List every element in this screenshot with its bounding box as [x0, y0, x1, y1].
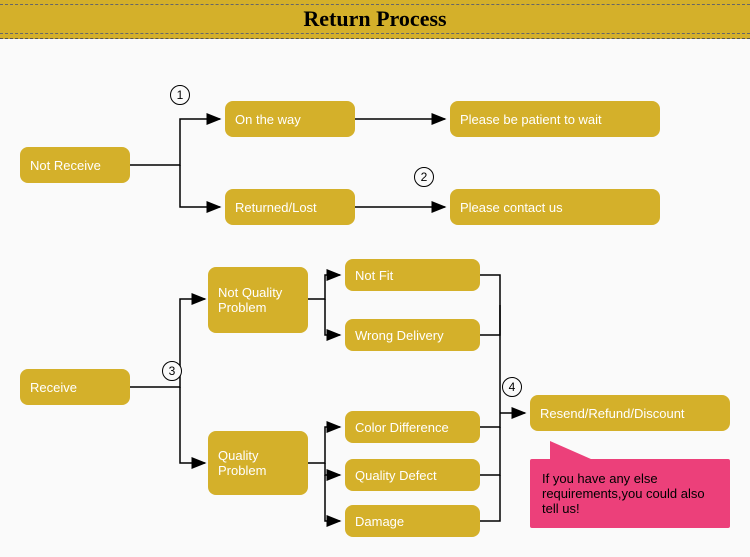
step-number-3: 3: [162, 361, 182, 381]
node-resend: Resend/Refund/Discount: [530, 395, 730, 431]
node-returned-lost: Returned/Lost: [225, 189, 355, 225]
node-damage: Damage: [345, 505, 480, 537]
node-color-diff: Color Difference: [345, 411, 480, 443]
edge-11: [480, 275, 500, 335]
node-not-fit: Not Fit: [345, 259, 480, 291]
title-banner: Return Process: [0, 0, 750, 39]
edge-8: [308, 427, 340, 463]
step-number-4: 4: [502, 377, 522, 397]
node-patient: Please be patient to wait: [450, 101, 660, 137]
edge-0: [130, 119, 220, 165]
node-quality: Quality Problem: [208, 431, 308, 495]
node-not-quality: Not Quality Problem: [208, 267, 308, 333]
node-wrong-delivery: Wrong Delivery: [345, 319, 480, 351]
edge-14: [480, 475, 500, 521]
edge-1: [180, 165, 220, 207]
node-not-receive: Not Receive: [20, 147, 130, 183]
edge-6: [308, 275, 340, 299]
edge-9: [325, 463, 340, 475]
step-number-2: 2: [414, 167, 434, 187]
node-on-the-way: On the way: [225, 101, 355, 137]
edge-7: [325, 299, 340, 335]
step-number-1: 1: [170, 85, 190, 105]
node-receive: Receive: [20, 369, 130, 405]
edge-10: [325, 475, 340, 521]
edge-5: [180, 387, 205, 463]
node-contact: Please contact us: [450, 189, 660, 225]
edge-12: [480, 305, 500, 427]
page-title: Return Process: [303, 6, 446, 31]
flowchart-canvas: Not Receive On the way Returned/Lost Please…: [0, 39, 750, 557]
node-quality-defect: Quality Defect: [345, 459, 480, 491]
edge-13: [480, 427, 500, 475]
callout-note: If you have any else requirements,you co…: [530, 459, 730, 528]
